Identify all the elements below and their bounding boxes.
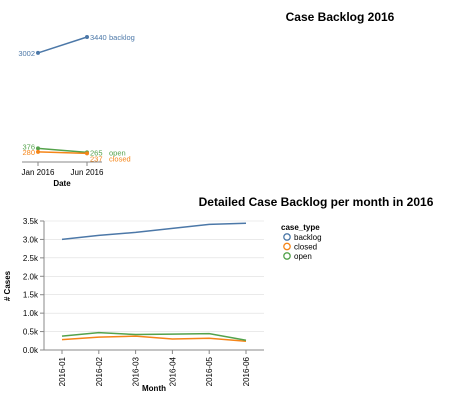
- top-data-label: 376: [22, 142, 35, 151]
- top-chart-x-tick-label: Jan 2016: [22, 168, 55, 177]
- top-series-line-closed: [37, 151, 88, 155]
- legend-label-open: open: [294, 252, 312, 261]
- y-tick-label: 0.5k: [23, 328, 39, 337]
- legend-label-closed: closed: [294, 243, 317, 252]
- y-tick-label: 1.5k: [23, 291, 39, 300]
- top-series-line-backlog: [37, 36, 88, 54]
- series-line-open: [61, 331, 247, 341]
- x-tick-label: 2016-06: [242, 356, 251, 386]
- x-tick-label: 2016-05: [205, 356, 214, 386]
- top-data-label: 3002: [18, 49, 35, 58]
- top-chart-x-axis-title: Date: [53, 179, 71, 188]
- top-series-name-label: backlog: [109, 33, 135, 42]
- top-data-point-backlog: [85, 35, 89, 39]
- top-chart-marks: 3002 3440 backlog 376 265 open 280 237 closed: [18, 33, 135, 163]
- series-line-backlog: [61, 222, 247, 241]
- top-data-point-open: [36, 146, 40, 151]
- top-series-line-open: [37, 147, 88, 154]
- bottom-chart-y-axis-title: # Cases: [3, 270, 12, 301]
- legend-symbol-backlog: [283, 233, 291, 241]
- top-chart-title: Case Backlog 2016: [286, 10, 395, 24]
- x-tick-label: 2016-04: [168, 356, 177, 386]
- top-chart-x-axis: Jan 2016 Jun 2016 Date: [22, 161, 104, 188]
- bottom-chart-x-axis: 2016-01 2016-02 2016-03 2016-04 2016-05 2016-…: [44, 349, 264, 386]
- series-line-closed: [61, 335, 247, 343]
- top-data-point-closed: [36, 149, 40, 154]
- y-tick-label: 2.5k: [23, 254, 39, 263]
- top-chart-x-tick-label: Jun 2016: [71, 168, 104, 177]
- top-data-label: 265: [90, 148, 103, 157]
- y-tick-label: 2.0k: [23, 272, 39, 281]
- x-tick-label: 2016-01: [58, 356, 67, 386]
- y-tick-label: 1.0k: [23, 309, 39, 318]
- top-data-label: 3440: [90, 33, 107, 42]
- x-tick-label: 2016-03: [132, 356, 141, 386]
- x-tick-label: 2016-02: [95, 356, 104, 386]
- legend-label-backlog: backlog: [294, 233, 322, 242]
- y-tick-label: 0.0k: [23, 346, 39, 355]
- top-series-name-label: open: [109, 148, 126, 157]
- top-data-point-closed: [85, 151, 89, 156]
- bottom-chart-gridlines: [44, 220, 264, 351]
- top-series-name-label: closed: [109, 154, 131, 163]
- bottom-chart-x-axis-title: Month: [142, 384, 166, 393]
- y-tick-label: 3.0k: [23, 235, 39, 244]
- top-data-label: 280: [22, 148, 35, 157]
- bottom-chart-y-axis: 0.0k 0.5k 1.0k 1.5k 2.0k 2.5k 3.0k 3.5k: [23, 217, 45, 355]
- legend-symbol-open: [283, 252, 291, 260]
- bottom-chart-lines: [61, 222, 247, 343]
- legend-title: case_type: [281, 223, 320, 232]
- legend-symbol-closed: [283, 242, 291, 251]
- top-data-point-backlog: [36, 50, 40, 55]
- top-data-label: 237: [90, 154, 103, 163]
- bottom-chart-title: Detailed Case Backlog per month in 2016: [199, 195, 434, 209]
- y-tick-label: 3.5k: [23, 217, 39, 226]
